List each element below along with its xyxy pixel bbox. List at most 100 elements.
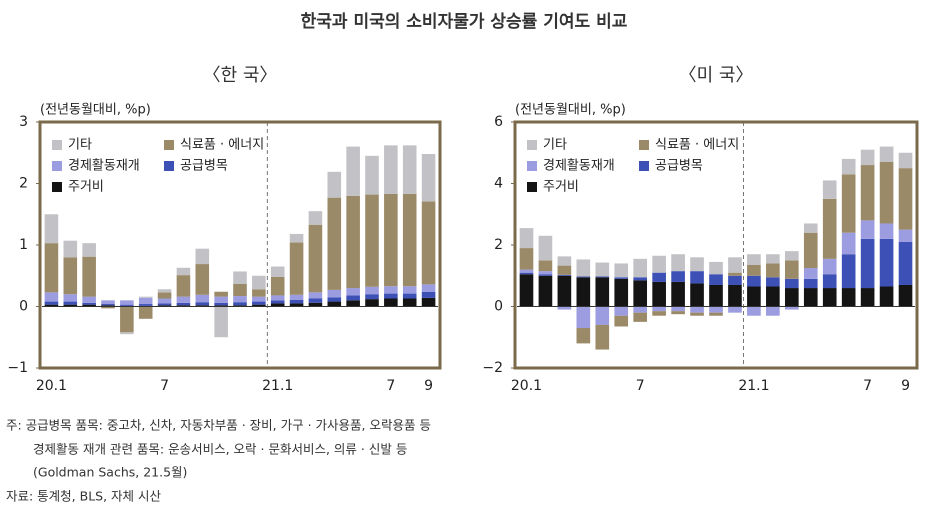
legend-swatch [52, 161, 62, 171]
bar-segment [120, 306, 134, 333]
bar-segment [557, 275, 572, 307]
bar-segment [538, 274, 553, 276]
bar-segment [214, 305, 228, 307]
x-tick-label: 7 [863, 378, 872, 394]
bar-segment [384, 293, 398, 299]
legend-label: 공급병목 [180, 159, 228, 174]
bar-segment [157, 298, 172, 304]
legend-label: 공급병목 [655, 159, 703, 174]
bar-segment [44, 214, 59, 244]
bar-segment [652, 281, 666, 307]
bar-segment [346, 295, 360, 301]
bar-segment [327, 301, 342, 307]
legend-swatch [52, 182, 62, 192]
bar-segment [709, 312, 723, 316]
bar-segment [176, 275, 191, 297]
bar-segment [652, 272, 666, 282]
bar-segment [63, 294, 78, 302]
bar-segment [402, 298, 417, 307]
bar-segment [101, 305, 115, 307]
bar-segment [898, 152, 913, 169]
y-tick-label: −2 [482, 360, 503, 376]
bar-segment [690, 283, 704, 307]
bar-segment [709, 261, 723, 275]
bar-segment [822, 180, 837, 199]
bar-segment [728, 272, 742, 276]
bar-segment [538, 275, 553, 307]
bar-segment [365, 294, 379, 300]
bar-segment [346, 288, 360, 296]
bar-segment [214, 306, 228, 338]
bar-segment [289, 242, 304, 295]
bar-segment [233, 283, 247, 297]
x-tick-label: 20.1 [36, 378, 67, 394]
bar-segment [402, 193, 417, 287]
bar-segment [270, 300, 285, 304]
bar-segment [44, 304, 59, 307]
bar-segment [138, 306, 153, 319]
bar-segment [195, 248, 210, 265]
bar-segment [346, 300, 360, 307]
bar-segment [671, 281, 685, 307]
bar-segment [82, 296, 96, 303]
legend-label: 기타 [543, 138, 567, 153]
bar-segment [120, 304, 134, 306]
plot-frame [513, 120, 919, 370]
bar-segment [63, 257, 78, 295]
y-tick-label: 3 [19, 114, 28, 130]
bar-segment [803, 288, 818, 307]
bar-segment [557, 306, 572, 310]
bar-segment [44, 292, 59, 302]
bar-segment [633, 312, 648, 322]
bar-segment [346, 146, 360, 196]
bar-segment [365, 155, 379, 195]
bar-segment [576, 306, 591, 329]
bar-segment [595, 324, 610, 350]
bar-segment [690, 271, 704, 284]
bar-segment [308, 211, 323, 225]
bar-segment [384, 298, 398, 307]
bar-segment [841, 158, 856, 175]
bar-segment [898, 241, 913, 285]
bar-segment [860, 149, 875, 166]
bar-segment [766, 254, 780, 264]
bar-segment [176, 267, 191, 276]
bar-segment [557, 256, 572, 266]
bar-segment [747, 286, 761, 307]
bar-segment [690, 306, 704, 313]
bar-segment [101, 306, 115, 309]
bar-segment [803, 268, 818, 279]
bar-segment [270, 266, 285, 277]
bar-segment [652, 306, 666, 312]
bar-segment [538, 235, 553, 261]
bar-segment [860, 220, 875, 239]
bar-segment [898, 284, 913, 307]
bar-segment [898, 229, 913, 242]
bar-segment [822, 288, 837, 307]
bar-segment [519, 272, 534, 275]
bar-segment [841, 288, 856, 307]
bar-segment [101, 300, 115, 305]
y-tick-label: 0 [19, 299, 28, 315]
bar-segment [82, 243, 96, 257]
bar-segment [652, 311, 666, 316]
bar-segment [614, 263, 629, 278]
bar-segment [233, 302, 247, 306]
y-tick-label: −1 [7, 360, 28, 376]
bar-segment [784, 260, 799, 279]
bar-segment [879, 238, 894, 287]
y-tick-label: 6 [494, 114, 503, 130]
bar-segment [270, 303, 285, 307]
bar-segment [614, 306, 629, 316]
bar-segment [365, 299, 379, 307]
bar-segment [327, 297, 342, 302]
bar-segment [784, 278, 799, 289]
bar-segment [101, 304, 115, 306]
bar-segment [709, 284, 723, 307]
legend-swatch [527, 140, 537, 150]
bar-segment [233, 296, 247, 303]
bar-segment [557, 265, 572, 275]
bar-segment [138, 304, 153, 306]
bar-segment [671, 311, 685, 315]
bar-segment [195, 294, 210, 303]
